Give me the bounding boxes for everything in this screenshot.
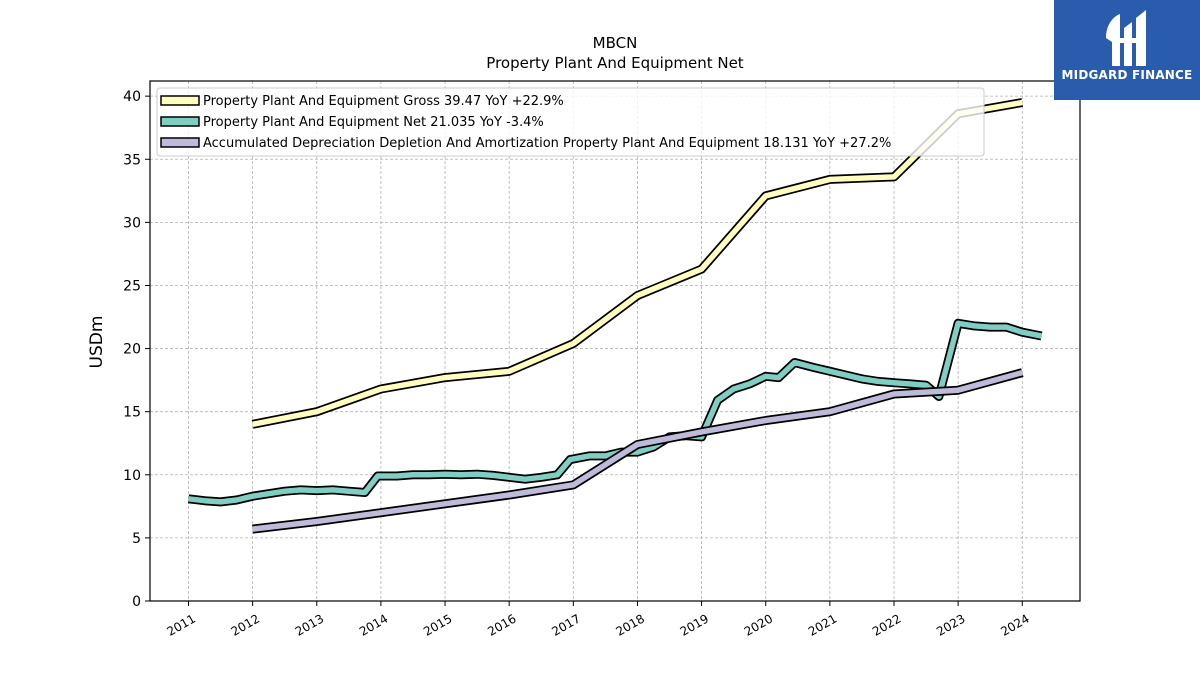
x-tick-label: 2013 [293,611,326,638]
y-tick-label: 40 [123,89,141,105]
x-tick-label: 2020 [742,611,775,638]
x-tick-label: 2019 [678,611,711,638]
x-tick-label: 2024 [998,611,1031,638]
x-tick-label: 2021 [806,611,839,638]
legend-swatch-3 [160,137,200,148]
x-tick-label: 2022 [870,611,903,638]
x-tick-label: 2023 [934,611,967,638]
legend-label-1: Property Plant And Equipment Gross 39.47… [203,94,564,109]
midgard-logo-mark-icon [1106,10,1146,66]
x-tick-label: 2015 [421,611,454,638]
y-tick-label: 15 [123,405,141,421]
chart-title: MBCN [593,34,638,52]
y-tick-label: 20 [123,342,141,358]
x-tick-label: 2014 [357,611,390,638]
plot-area [150,81,1080,601]
y-tick-label: 10 [123,468,141,484]
legend-label-3: Accumulated Depreciation Depletion And A… [203,136,891,151]
plot-frame [149,80,1081,602]
legend-label-2: Property Plant And Equipment Net 21.035 … [203,115,544,130]
y-tick-label: 30 [123,215,141,231]
legend: Property Plant And Equipment Gross 39.47… [156,87,985,157]
logo-text: MIDGARD FINANCE [1061,68,1193,82]
x-tick-label: 2017 [549,611,582,638]
series-3-line [252,369,1024,532]
midgard-finance-logo: MIDGARD FINANCE [1054,0,1200,100]
chart-subtitle: Property Plant And Equipment Net [486,54,743,72]
x-tick-label: 2016 [485,611,518,638]
series-2-line [188,320,1043,505]
x-tick-label: 2012 [229,611,262,638]
y-tick-label: 0 [132,594,141,610]
legend-box [156,87,985,157]
y-tick-label: 35 [123,152,141,168]
legend-swatch-1 [160,95,200,106]
y-axis-label: USDm [87,316,107,369]
legend-swatch-2 [160,116,200,127]
grid-layer [150,81,1080,602]
series-layer [187,98,1043,534]
y-tick-label: 25 [123,278,141,294]
y-tick-label: 5 [132,531,141,547]
x-tick-label: 2011 [165,611,198,638]
x-tick-label: 2018 [613,611,646,638]
series-1-line [252,99,1023,427]
